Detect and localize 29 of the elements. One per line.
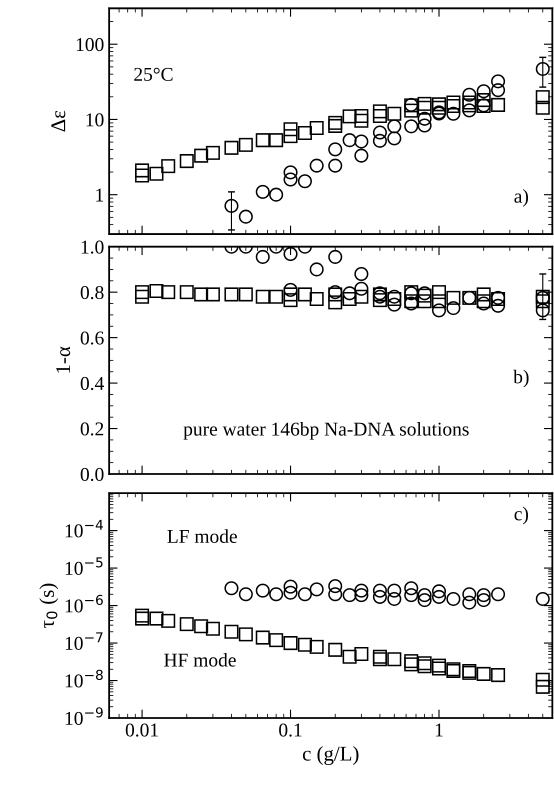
y-tick-label: 0.6: [80, 331, 104, 345]
annotation: b): [513, 370, 529, 388]
y-tick-label: 10$^{−8}$: [66, 670, 103, 688]
y-tick-label: 0.0: [80, 468, 104, 482]
x-tick-label: 1: [436, 724, 443, 736]
x-tick-label: 0.01: [126, 723, 158, 737]
x-tick-label: 0.1: [279, 723, 302, 737]
y-tick-label: 0.8: [80, 286, 104, 300]
annotation: LF mode: [167, 529, 237, 543]
y-tick-label: 1.0: [82, 240, 104, 254]
y-tick-label: 1: [96, 188, 104, 202]
annotation: a): [514, 189, 528, 207]
y-tick-label: 10: [86, 113, 104, 126]
y-tick-label: 10$^{−4}$: [66, 520, 103, 538]
y-tick-label: 0.2: [80, 422, 104, 436]
annotation: c): [514, 506, 528, 524]
y-axis-title: 1-α: [56, 346, 70, 373]
y-tick-label: 10$^{−9}$: [66, 707, 103, 725]
y-axis-title: Δε: [51, 110, 66, 132]
y-tick-label: 10$^{−5}$: [66, 557, 103, 575]
y-tick-label: 100: [76, 38, 104, 52]
y-tick-label: 10$^{−6}$: [66, 594, 103, 612]
annotation: pure water 146bp Na-DNA solutions: [184, 422, 469, 440]
annotation: 25°C: [134, 68, 172, 81]
y-axis-title: τ$_{0}$ (s): [39, 584, 58, 628]
x-axis-title: c (g/L): [302, 746, 358, 766]
annotation: HF mode: [164, 652, 236, 667]
y-tick-label: 0.4: [80, 376, 104, 390]
y-tick-label: 10$^{−7}$: [66, 632, 103, 650]
